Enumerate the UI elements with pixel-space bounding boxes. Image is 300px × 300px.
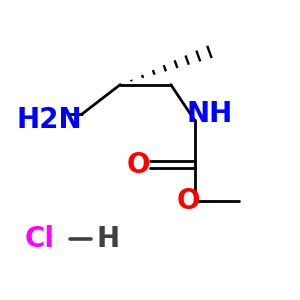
Text: O: O — [126, 151, 150, 179]
Text: Cl: Cl — [25, 225, 55, 253]
Text: O: O — [177, 187, 200, 214]
Text: H: H — [97, 225, 120, 253]
Text: NH: NH — [186, 100, 233, 128]
Text: H2N: H2N — [16, 106, 82, 134]
